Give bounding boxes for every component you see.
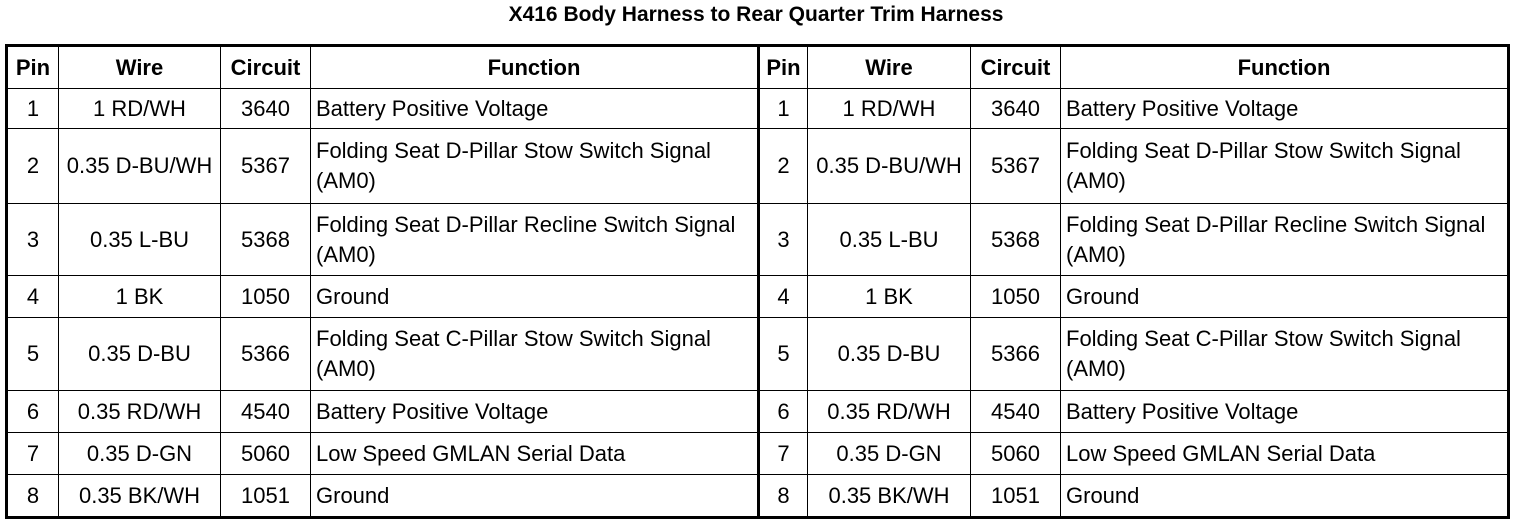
table-cell: 4	[757, 275, 808, 318]
table-cell: 6	[757, 390, 808, 433]
table-cell: 0.35 D-GN	[58, 432, 221, 475]
column-header: Wire	[807, 45, 971, 89]
table-cell: 3640	[220, 88, 311, 129]
table-cell: 5	[6, 317, 59, 391]
table-row: 3 0.35 L-BU 5368 Folding Seat D-Pillar Recl…	[6, 203, 1509, 276]
table-cell: 5367	[220, 128, 311, 204]
table-cell: 1050	[970, 275, 1061, 318]
table-cell: Folding Seat D-Pillar Recline Switch Sig…	[310, 203, 759, 276]
table-cell: 5367	[970, 128, 1061, 204]
table-cell: 4	[6, 275, 59, 318]
table-cell: Ground	[1060, 275, 1509, 318]
table-cell: 2	[6, 128, 59, 204]
table-cell: 0.35 L-BU	[58, 203, 221, 276]
table-cell: 1050	[220, 275, 311, 318]
table-cell: 0.35 BK/WH	[807, 474, 971, 518]
table-cell: 0.35 D-GN	[807, 432, 971, 475]
table-cell: 7	[757, 432, 808, 475]
table-cell: Folding Seat D-Pillar Stow Switch Signal…	[1060, 128, 1509, 204]
table-cell: 1	[6, 88, 59, 129]
table-cell: 1051	[220, 474, 311, 518]
table-cell: Ground	[310, 275, 759, 318]
table-cell: 5366	[970, 317, 1061, 391]
table-row: 2 0.35 D-BU/WH 5367 Folding Seat D-Pillar S…	[6, 128, 1509, 204]
table-cell: 8	[6, 474, 59, 518]
table-cell: 0.35 RD/WH	[807, 390, 971, 433]
table-row: 7 0.35 D-GN 5060 Low Speed GMLAN Serial Dat…	[6, 432, 1509, 475]
table-cell: Battery Positive Voltage	[1060, 390, 1509, 433]
pinout-table: Pin Wire Circuit Function Pin Wire Circuit Func…	[5, 44, 1510, 519]
table-cell: Battery Positive Voltage	[1060, 88, 1509, 129]
table-cell: 0.35 BK/WH	[58, 474, 221, 518]
table-cell: 4540	[220, 390, 311, 433]
column-header: Wire	[58, 45, 221, 89]
table-cell: 0.35 D-BU/WH	[807, 128, 971, 204]
table-cell: 2	[757, 128, 808, 204]
table-cell: Folding Seat C-Pillar Stow Switch Signal…	[310, 317, 759, 391]
column-header: Function	[310, 45, 759, 89]
table-cell: 0.35 L-BU	[807, 203, 971, 276]
table-cell: 5368	[970, 203, 1061, 276]
table-cell: 6	[6, 390, 59, 433]
table-cell: 1 BK	[58, 275, 221, 318]
table-cell: Folding Seat D-Pillar Recline Switch Sig…	[1060, 203, 1509, 276]
table-cell: 0.35 RD/WH	[58, 390, 221, 433]
table-cell: 3	[757, 203, 808, 276]
table-cell: 0.35 D-BU	[807, 317, 971, 391]
column-header: Circuit	[220, 45, 311, 89]
table-cell: 8	[757, 474, 808, 518]
table-cell: 5060	[220, 432, 311, 475]
table-cell: 1	[757, 88, 808, 129]
table-cell: Low Speed GMLAN Serial Data	[1060, 432, 1509, 475]
table-cell: 5	[757, 317, 808, 391]
table-title: X416 Body Harness to Rear Quarter Trim H…	[508, 3, 1004, 26]
table-cell: 3	[6, 203, 59, 276]
table-cell: 5368	[220, 203, 311, 276]
table-cell: 5366	[220, 317, 311, 391]
table-cell: 4540	[970, 390, 1061, 433]
table-cell: 3640	[970, 88, 1061, 129]
table-cell: Battery Positive Voltage	[310, 88, 759, 129]
column-header: Pin	[6, 45, 59, 89]
table-cell: 7	[6, 432, 59, 475]
table-row: 8 0.35 BK/WH 1051 Ground 8 0.35 BK/WH 1051 Grou…	[6, 474, 1509, 518]
table-cell: Folding Seat D-Pillar Stow Switch Signal…	[310, 128, 759, 204]
table-row: 6 0.35 RD/WH 4540 Battery Positive Voltage 6…	[6, 390, 1509, 433]
table-row: 5 0.35 D-BU 5366 Folding Seat C-Pillar Stow…	[6, 317, 1509, 391]
table-cell: Folding Seat C-Pillar Stow Switch Signal…	[1060, 317, 1509, 391]
table-cell: 1 RD/WH	[807, 88, 971, 129]
table-cell: Ground	[310, 474, 759, 518]
table-cell: 0.35 D-BU/WH	[58, 128, 221, 204]
column-header: Circuit	[970, 45, 1061, 89]
table-cell: 5060	[970, 432, 1061, 475]
table-cell: Ground	[1060, 474, 1509, 518]
table-cell: 0.35 D-BU	[58, 317, 221, 391]
table-cell: 1 BK	[807, 275, 971, 318]
table-cell: 1051	[970, 474, 1061, 518]
table-cell: 1 RD/WH	[58, 88, 221, 129]
column-header: Function	[1060, 45, 1509, 89]
table-cell: Battery Positive Voltage	[310, 390, 759, 433]
header-row: Pin Wire Circuit Function Pin Wire Circuit Func…	[6, 45, 1509, 89]
table-cell: Low Speed GMLAN Serial Data	[310, 432, 759, 475]
column-header: Pin	[757, 45, 808, 89]
